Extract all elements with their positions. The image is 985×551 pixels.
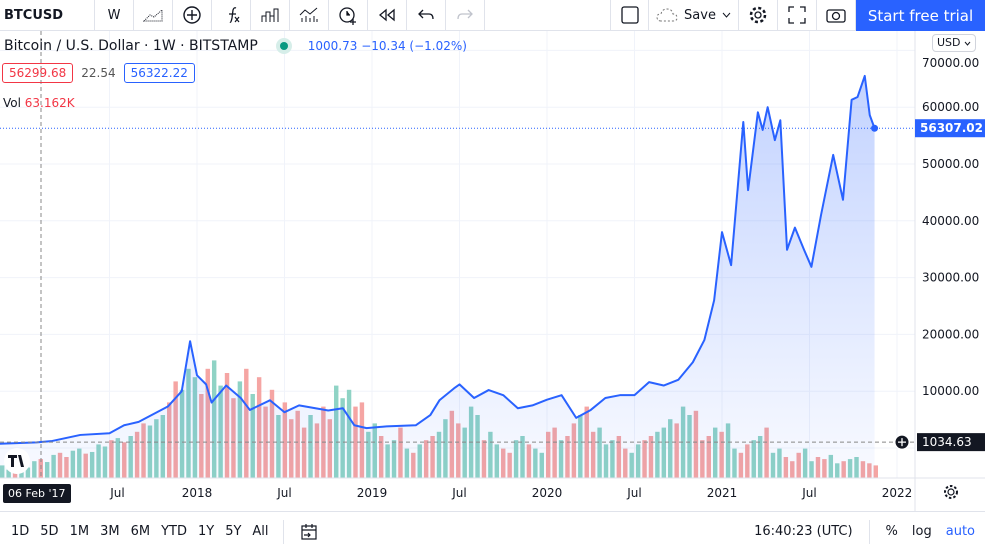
alert-icon[interactable] [329,0,368,31]
y-tick-label: 40000.00 [922,214,979,228]
last-price-dot [871,124,879,132]
x-tick-label: Jul [801,486,816,500]
range-all[interactable]: All [252,524,269,539]
percent-toggle[interactable]: % [885,524,898,539]
range-ytd[interactable]: YTD [161,524,187,539]
axis-settings-icon [944,485,958,499]
volume-bar [873,465,878,478]
x-tick-label: 2022 [882,486,913,500]
spread: 22.54 [81,66,116,80]
clock[interactable]: 16:40:23 (UTC) [754,524,853,539]
x-tick-label: Jul [109,486,124,500]
range-5y[interactable]: 5Y [225,524,242,539]
range-3m[interactable]: 3M [100,524,120,539]
crosshair-price-label: 1034.63 [922,435,972,449]
x-tick-label: Jul [451,486,466,500]
start-free-trial-button[interactable]: Start free trial [856,0,985,31]
volume-legend: Vol 63.162K [3,96,75,110]
layout-square-icon[interactable] [610,0,649,31]
range-1m[interactable]: 1M [69,524,90,539]
y-tick-label: 70000.00 [922,56,979,70]
x-tick-label: 2018 [182,486,213,500]
divider [868,519,870,544]
range-5d[interactable]: 5D [40,524,59,539]
price-change: 1000.73 −10.34 (−1.02%) [307,39,467,53]
price-chart[interactable]: 70000.00 60000.00 50000.00 40000.00 30000.00… [0,31,985,511]
add-alert-plus-icon [898,438,906,447]
redo-icon[interactable] [446,0,485,31]
chart-legend: Bitcoin / U.S. Dollar · 1W · BITSTAMP 10… [4,38,467,54]
tradingview-logo-icon [8,455,24,467]
compare-plus-icon[interactable] [173,0,212,31]
volume-value: 63.162K [24,96,75,110]
symbol-title: Bitcoin / U.S. Dollar · 1W · BITSTAMP [4,38,258,54]
x-tick-label: Jul [276,486,291,500]
symbol-search[interactable]: BTCUSD [0,0,95,31]
last-price-label: 56307.02 [920,121,983,135]
crosshair-date-label: 06 Feb '17 [3,484,71,503]
cloud-icon [656,8,678,22]
axis-settings-icon [947,488,955,496]
auto-toggle[interactable]: auto [945,524,975,539]
market-status-icon [275,38,292,54]
y-tick-label: 10000.00 [922,384,979,398]
x-tick-label: 2020 [532,486,563,500]
bid-ask: 56299.68 22.54 56322.22 [2,63,195,83]
financials-icon[interactable] [251,0,290,31]
indicators-fx-icon[interactable] [212,0,251,31]
x-tick-label: Jul [626,486,641,500]
currency-value: USD [937,36,961,49]
bottom-toolbar: 1D 5D 1M 3M 6M YTD 1Y 5Y All 16:40:23 (U… [0,511,985,551]
range-6m[interactable]: 6M [130,524,151,539]
range-1y[interactable]: 1Y [197,524,215,539]
x-tick-label: 2019 [357,486,388,500]
currency-select[interactable]: USD [932,34,977,52]
buy-price[interactable]: 56322.22 [123,63,195,83]
crosshair-price-tag [917,433,985,452]
bar-style-icon[interactable] [134,0,173,31]
sell-price[interactable]: 56299.68 [2,63,74,83]
range-1d[interactable]: 1D [11,524,30,539]
fullscreen-icon[interactable] [778,0,817,31]
y-tick-label: 50000.00 [922,157,979,171]
interval-button[interactable]: W [95,0,134,31]
x-tick-label: 2021 [707,486,738,500]
chevron-down-icon [964,41,971,46]
tradingview-logo [4,448,30,474]
save-button[interactable]: Save [649,0,739,31]
log-toggle[interactable]: log [911,524,932,539]
y-tick-label: 30000.00 [922,271,979,285]
ideas-icon[interactable] [290,0,329,31]
goto-date-icon[interactable] [300,523,318,541]
top-toolbar: BTCUSD W Save Start free trial [0,0,985,31]
undo-icon[interactable] [407,0,446,31]
chevron-down-icon [722,12,731,18]
gear-icon[interactable] [739,0,778,31]
last-price-tag [915,119,985,138]
volume-label: Vol [3,96,21,110]
y-tick-label: 20000.00 [922,327,979,341]
price-area [0,75,875,478]
y-tick-label: 60000.00 [922,100,979,114]
replay-icon[interactable] [368,0,407,31]
divider [282,519,284,544]
camera-icon[interactable] [817,0,856,31]
price-line [0,74,876,445]
